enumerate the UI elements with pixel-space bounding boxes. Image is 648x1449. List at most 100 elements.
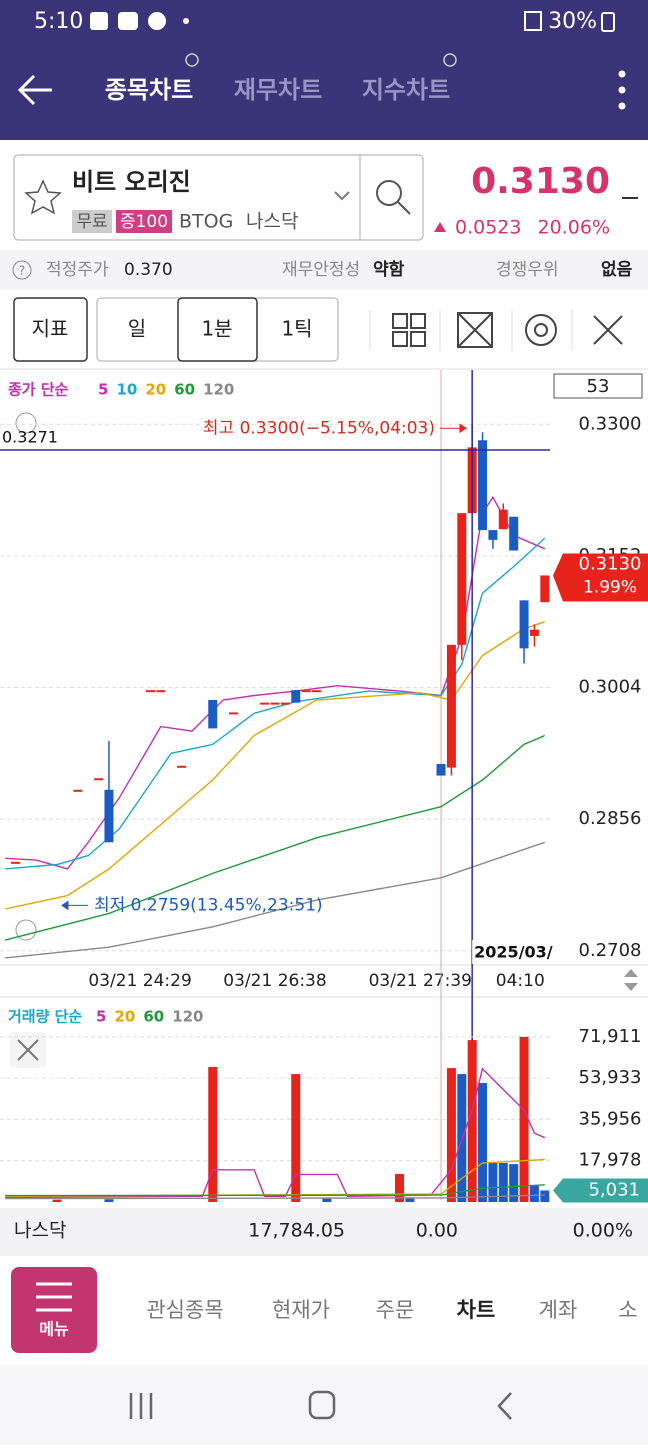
y-tick-label: 0.2856 xyxy=(579,808,642,829)
tag-bg xyxy=(116,210,172,233)
home-button[interactable] xyxy=(308,1390,336,1420)
candle-body xyxy=(291,690,301,703)
period-selected[interactable] xyxy=(177,297,258,362)
candle-body xyxy=(498,509,508,530)
legend-entry: 120 xyxy=(172,1008,203,1026)
icon xyxy=(443,53,457,67)
tab[interactable]: 지수차트 xyxy=(362,76,450,104)
last-volume: 5,031 xyxy=(588,1179,640,1200)
icon xyxy=(185,53,199,67)
index-bar xyxy=(0,1208,648,1256)
back-button[interactable] xyxy=(17,74,52,106)
legend-entry: 5 xyxy=(98,381,108,399)
legend-entry: 10 xyxy=(116,381,137,399)
candle-body xyxy=(260,702,270,705)
legend-entry: 5 xyxy=(96,1008,106,1026)
tab[interactable]: 재무차트 xyxy=(234,76,322,104)
menu-label: 메뉴 xyxy=(39,1320,69,1339)
indicator-button[interactable] xyxy=(13,297,88,362)
period[interactable]: 일 xyxy=(128,317,146,341)
candle-body xyxy=(478,440,488,531)
divider xyxy=(0,368,648,370)
legend-title: 종가 단순 xyxy=(8,381,69,399)
index-change-pct: 0.00% xyxy=(573,1220,633,1242)
volume-bar xyxy=(519,1036,529,1202)
x-tick-label: 03/21 24:29 xyxy=(88,971,191,991)
indicator-label: 지표 xyxy=(32,317,69,341)
nav-item[interactable]: 현재가 xyxy=(272,1298,330,1322)
date-label-bg xyxy=(472,940,550,964)
candle-body xyxy=(488,530,498,540)
legend-entry: 60 xyxy=(174,381,195,399)
period[interactable]: 1틱 xyxy=(281,317,312,341)
more-button[interactable] xyxy=(618,70,626,110)
period[interactable]: 1분 xyxy=(201,317,232,341)
candle-body xyxy=(11,861,21,864)
volume-bar xyxy=(467,1040,477,1202)
crosshair-label: 0.3271 xyxy=(2,428,58,447)
crosshair-date: 2025/03/ xyxy=(474,943,553,962)
toolbar-icons[interactable] xyxy=(392,312,623,348)
menu-icon xyxy=(36,1282,72,1312)
candle-body xyxy=(529,629,539,636)
y-tick-label: 0.3004 xyxy=(579,677,642,698)
legend-entry: 20 xyxy=(114,1008,135,1026)
candle-body xyxy=(446,644,456,768)
search-icon xyxy=(397,201,411,215)
up-arrow xyxy=(434,222,446,232)
time: 5:10 xyxy=(34,9,83,34)
x-tick-label: 04:10 xyxy=(496,971,545,991)
zoom-in[interactable] xyxy=(15,412,37,434)
dropdown[interactable] xyxy=(334,191,350,201)
candle-body xyxy=(280,702,290,705)
volume-bar xyxy=(291,1074,301,1202)
nav-item[interactable]: 관심종목 xyxy=(146,1298,223,1322)
back-nav-button[interactable] xyxy=(497,1392,512,1420)
tag-bg xyxy=(72,210,112,233)
info-value: 0.370 xyxy=(124,260,173,280)
last-price-tag xyxy=(553,553,648,602)
volume-bar xyxy=(498,1162,508,1202)
price-change-pct: 20.06% xyxy=(538,217,610,239)
candle-body xyxy=(509,516,519,551)
ma-line xyxy=(5,1067,546,1199)
battery: 30% xyxy=(548,9,597,34)
nav-item[interactable]: 주문 xyxy=(376,1298,415,1322)
nav-item[interactable]: 소 xyxy=(618,1298,637,1322)
favorite-star[interactable] xyxy=(24,179,62,215)
candle-body xyxy=(104,789,114,843)
ticker: BTOG xyxy=(179,211,233,233)
market: 나스닥 xyxy=(246,211,298,233)
nav-item[interactable]: 계좌 xyxy=(539,1298,578,1322)
y-tick-label: 53,933 xyxy=(579,1067,642,1088)
bar-count: 53 xyxy=(587,376,610,397)
index-change: 0.00 xyxy=(416,1220,458,1242)
icon xyxy=(118,12,138,30)
scroll-arrows[interactable] xyxy=(624,969,638,991)
last-price: 0.3130 xyxy=(579,553,642,574)
ma-line xyxy=(5,734,546,941)
volume-bar xyxy=(405,1197,415,1202)
candle-body xyxy=(519,600,529,649)
ma-line xyxy=(5,1184,545,1197)
help-icon[interactable] xyxy=(12,260,32,280)
ma-line xyxy=(5,841,546,959)
info-bar xyxy=(0,250,648,290)
ma-line xyxy=(5,537,546,870)
volume-bar xyxy=(509,1164,519,1202)
ma-line xyxy=(5,621,546,910)
help-icon-glyph: ? xyxy=(19,264,25,278)
index-name: 나스닥 xyxy=(14,1220,66,1242)
high-annotation: 최고 0.3300(−5.15%,04:03) xyxy=(203,418,435,438)
search-button[interactable] xyxy=(376,180,402,206)
low-annotation: 최저 0.2759(13.45%,23:51) xyxy=(94,895,323,915)
icon xyxy=(90,12,108,30)
nav-item[interactable]: 차트 xyxy=(457,1298,496,1322)
price-change: 0.0523 xyxy=(455,217,521,239)
tab[interactable]: 종목차트 xyxy=(105,76,193,104)
close-icon xyxy=(17,1039,39,1061)
zoom-out[interactable] xyxy=(15,919,37,941)
recents-button[interactable] xyxy=(129,1393,153,1419)
info-value: 없음 xyxy=(601,260,633,280)
